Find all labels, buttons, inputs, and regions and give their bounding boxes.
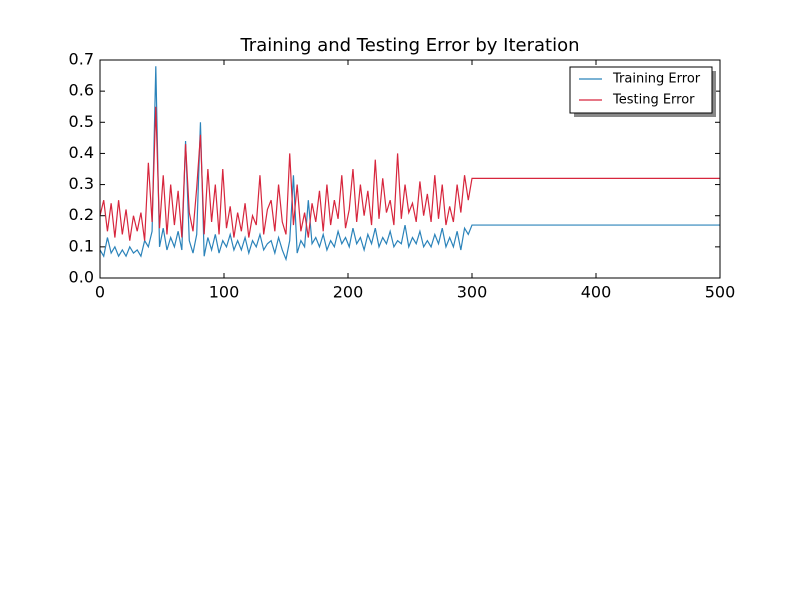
data-line — [99, 66, 720, 262]
y-tick-label: 0.6 — [69, 81, 94, 100]
legend-label: Training Error — [612, 72, 701, 87]
x-tick-label: 400 — [581, 283, 612, 302]
x-tick-label: 200 — [333, 283, 364, 302]
data-line — [99, 106, 720, 241]
x-tick-label: 300 — [457, 283, 488, 302]
chart-title: Training and Testing Error by Iteration — [239, 35, 579, 56]
y-tick-label: 0.1 — [69, 236, 94, 255]
legend — [569, 66, 713, 114]
y-tick-label: 0.7 — [69, 50, 94, 69]
y-tick-label: 0.3 — [69, 174, 94, 193]
y-tick-label: 0.0 — [69, 268, 94, 287]
y-tick-label: 0.4 — [69, 143, 94, 162]
y-tick-label: 0.5 — [69, 112, 94, 131]
x-tick-label: 0 — [95, 283, 105, 302]
plot-frame — [99, 59, 721, 279]
x-tick-label: 500 — [705, 283, 736, 302]
legend-label: Testing Error — [612, 93, 695, 108]
y-tick-label: 0.2 — [69, 205, 94, 224]
x-tick-label: 100 — [209, 283, 240, 302]
